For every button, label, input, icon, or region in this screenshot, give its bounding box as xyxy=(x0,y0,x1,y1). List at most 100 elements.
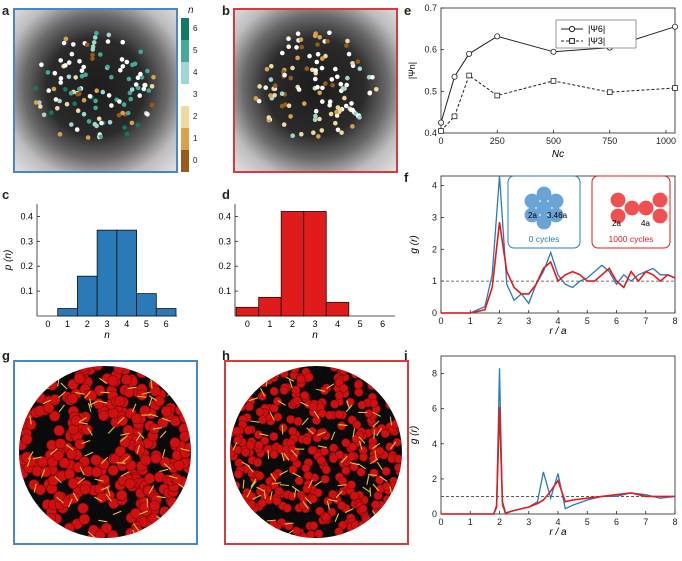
particle xyxy=(173,460,185,472)
series-line xyxy=(441,406,675,515)
particle xyxy=(78,366,90,373)
particle xyxy=(122,125,127,130)
particle xyxy=(302,435,312,445)
particle xyxy=(367,90,373,96)
bond xyxy=(141,391,151,395)
particle xyxy=(141,86,147,92)
bond xyxy=(75,391,85,395)
panel-label-g: g xyxy=(2,348,10,363)
particle xyxy=(385,442,395,452)
x-tick-label: 5 xyxy=(358,319,363,329)
particle xyxy=(81,64,86,70)
particle xyxy=(272,93,277,98)
particle xyxy=(57,132,63,137)
bond xyxy=(314,480,323,487)
particle xyxy=(393,454,402,464)
colorbar-tick: 1 xyxy=(193,134,198,143)
particle xyxy=(342,95,347,101)
particle xyxy=(299,44,304,50)
particle xyxy=(145,68,150,74)
particle xyxy=(269,471,279,481)
particle xyxy=(368,442,378,452)
x-tick-label: 1 xyxy=(267,319,272,329)
bond xyxy=(84,451,94,457)
particle xyxy=(106,93,112,98)
particle xyxy=(167,497,179,509)
legend-label: |Ψ6| xyxy=(588,24,605,34)
bond xyxy=(120,435,128,442)
particle xyxy=(287,444,297,454)
particle xyxy=(339,366,349,375)
particle xyxy=(75,108,81,113)
particle xyxy=(124,59,130,65)
bond xyxy=(120,432,130,436)
particle xyxy=(139,502,151,514)
particle xyxy=(347,452,357,462)
colorbar-swatch-0 xyxy=(181,150,189,172)
particle xyxy=(257,498,267,508)
x-axis-label: r / a xyxy=(549,527,567,538)
particle xyxy=(105,39,111,44)
bond xyxy=(84,390,91,399)
y-axis-label: g (r) xyxy=(409,235,420,253)
bond xyxy=(33,483,37,493)
particle xyxy=(310,67,315,73)
particle xyxy=(252,458,262,468)
particle xyxy=(282,72,287,78)
particle xyxy=(159,456,171,468)
bond xyxy=(267,450,270,460)
bond xyxy=(137,395,147,398)
particle xyxy=(286,36,291,41)
particle xyxy=(69,122,74,127)
bond xyxy=(33,503,38,513)
particle xyxy=(311,130,316,135)
x-tick-label: 8 xyxy=(672,316,677,326)
particle xyxy=(49,394,61,406)
panel-label-b: b xyxy=(222,3,230,18)
particle xyxy=(87,94,93,99)
bond xyxy=(78,417,87,423)
particle xyxy=(295,31,301,36)
particle xyxy=(37,100,42,105)
particle xyxy=(33,100,39,105)
bond xyxy=(131,403,137,413)
particle xyxy=(99,120,104,126)
particle xyxy=(74,438,86,450)
particle xyxy=(66,60,72,65)
x-tick-label: 6 xyxy=(164,319,169,329)
particle xyxy=(351,369,361,379)
colorbar-tick: 2 xyxy=(193,112,198,121)
particle xyxy=(266,115,272,120)
particle xyxy=(118,67,123,73)
particle xyxy=(81,97,87,103)
bond xyxy=(376,385,386,389)
particle xyxy=(333,120,338,126)
particle xyxy=(349,462,359,472)
simulation-g-sphere xyxy=(19,366,191,538)
bond xyxy=(389,441,397,450)
particle xyxy=(98,134,103,140)
x-axis-label: Nc xyxy=(552,149,564,160)
bond xyxy=(137,431,145,439)
particle xyxy=(298,37,304,42)
particle xyxy=(349,491,359,501)
particle xyxy=(149,102,155,108)
micrograph-a-particles xyxy=(33,30,156,140)
particle xyxy=(145,112,150,117)
micrograph-a xyxy=(13,8,178,173)
bond xyxy=(372,442,381,449)
particle xyxy=(92,121,98,127)
particle xyxy=(323,53,328,59)
particle xyxy=(58,457,70,469)
x-tick-label: 0 xyxy=(438,136,443,146)
particle xyxy=(107,530,119,538)
bond xyxy=(338,424,348,426)
x-tick-label: 1 xyxy=(468,517,473,527)
particle xyxy=(135,75,141,80)
particle xyxy=(327,30,332,36)
particle xyxy=(342,86,347,91)
histogram-bar xyxy=(303,211,327,317)
bond xyxy=(117,416,125,424)
particle xyxy=(341,438,351,448)
particle xyxy=(58,80,63,85)
